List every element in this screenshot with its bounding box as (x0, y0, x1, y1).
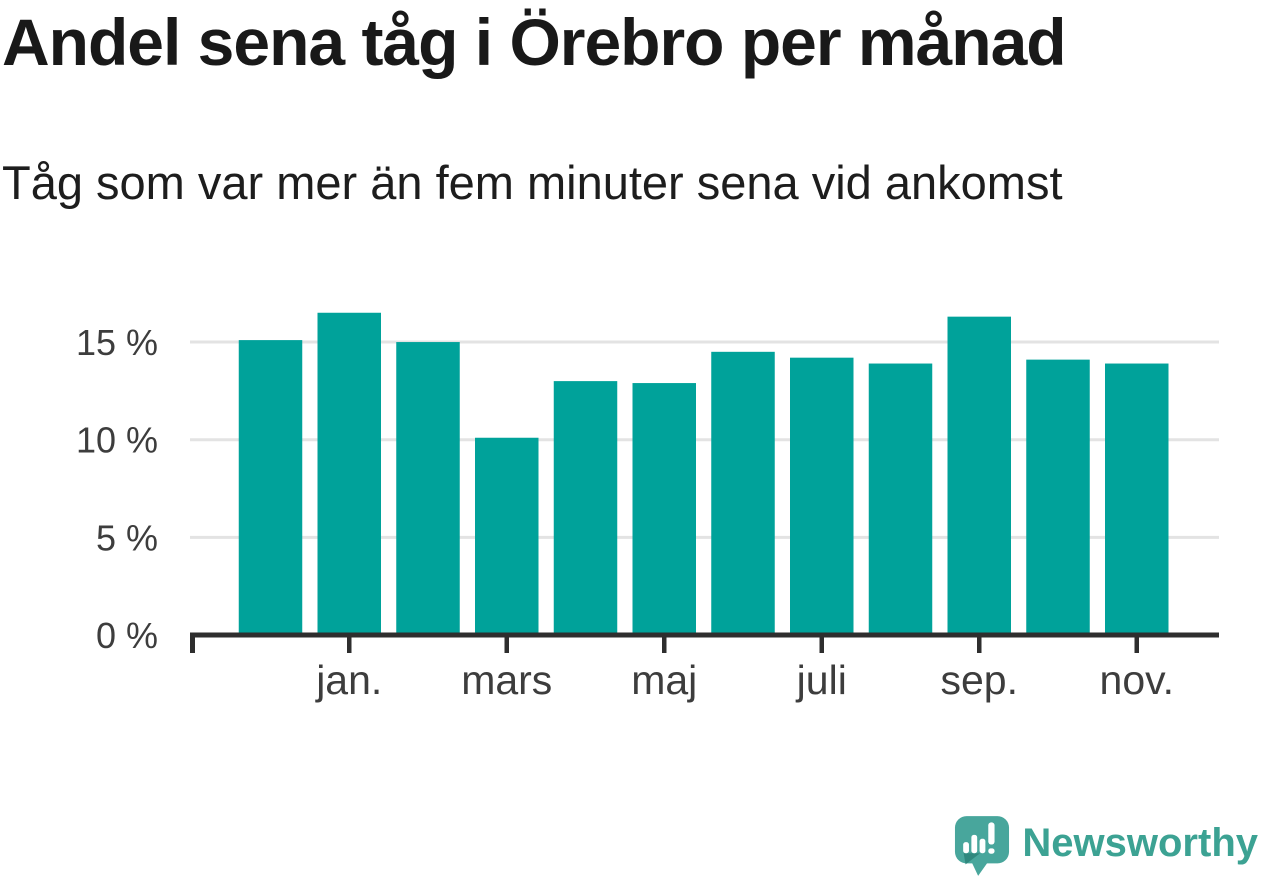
y-tick-label: 0 % (96, 615, 158, 656)
bar-2 (317, 312, 381, 635)
bar-4 (475, 437, 539, 635)
bar-9 (868, 363, 933, 635)
x-tick-label: juli (796, 657, 847, 703)
newsworthy-logo-icon (955, 816, 1010, 876)
x-tick-label: jan. (315, 657, 382, 703)
chart-title: Andel sena tåg i Örebro per månad (2, 5, 1067, 79)
y-tick-label: 15 % (76, 322, 158, 363)
x-tick-label: maj (631, 657, 697, 703)
bar-8 (790, 357, 854, 635)
newsworthy-logo-text: Newsworthy (1022, 821, 1258, 865)
bar-7 (711, 351, 775, 635)
bar-3 (396, 342, 460, 635)
x-tick-label: sep. (941, 657, 1019, 703)
y-tick-label: 5 % (96, 517, 158, 558)
bar-5 (553, 381, 618, 635)
x-tick-label: nov. (1100, 657, 1174, 703)
bar-1 (238, 340, 303, 635)
bar-12 (1105, 363, 1169, 635)
bar-10 (947, 316, 1011, 635)
bar-11 (1026, 359, 1090, 635)
y-tick-label: 10 % (76, 420, 158, 461)
x-tick-label: mars (461, 657, 552, 703)
bar-chart: jan. mars maj juli sep. nov. 0 % 5 % 10 % 15 % (76, 312, 1219, 703)
bar-6 (632, 383, 696, 635)
chart-subtitle: Tåg som var mer än fem minuter sena vid … (2, 156, 1063, 209)
newsworthy-logo: Newsworthy (954, 815, 1258, 877)
